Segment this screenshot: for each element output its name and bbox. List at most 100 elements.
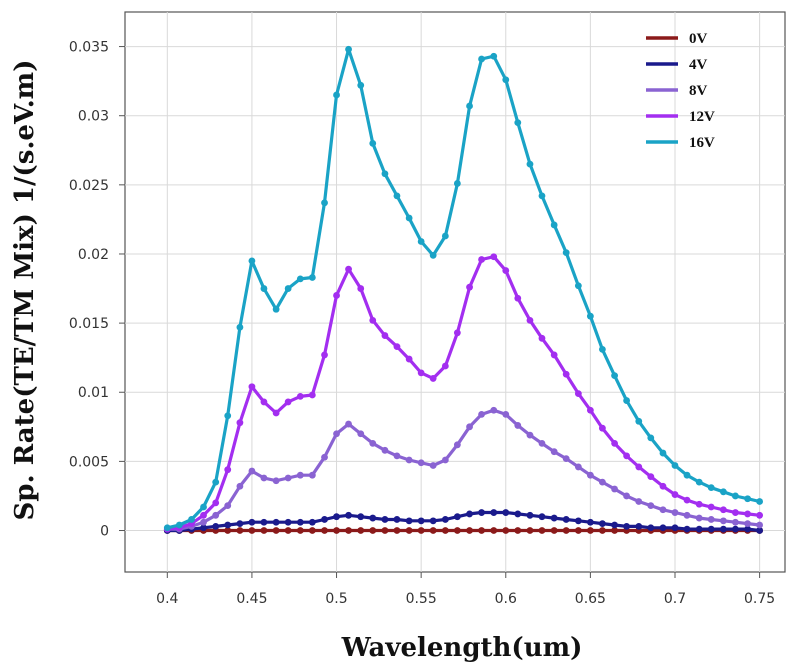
data-point-4v bbox=[260, 518, 268, 526]
data-point-12v bbox=[393, 343, 401, 351]
data-point-12v bbox=[345, 265, 352, 273]
data-point-12v bbox=[611, 440, 618, 447]
y-axis-title: Sp. Rate(TE/TM Mix) 1/(s.eV.m) bbox=[10, 60, 40, 521]
x-tick-label: 0.65 bbox=[575, 591, 606, 607]
data-point-0v bbox=[381, 527, 389, 534]
data-point-4v bbox=[683, 525, 691, 533]
data-point-4v bbox=[562, 516, 570, 523]
data-point-0v bbox=[333, 527, 340, 534]
data-point-12v bbox=[683, 496, 691, 504]
data-point-4v bbox=[659, 524, 667, 532]
data-point-0v bbox=[466, 527, 473, 534]
data-point-12v bbox=[707, 503, 715, 511]
data-point-0v bbox=[514, 527, 522, 534]
data-point-4v bbox=[514, 510, 522, 518]
data-point-16v bbox=[405, 214, 413, 222]
x-tick-label: 0.7 bbox=[664, 591, 686, 607]
data-point-16v bbox=[321, 199, 328, 207]
data-point-16v bbox=[732, 492, 739, 500]
data-point-16v bbox=[369, 139, 377, 147]
data-point-4v bbox=[284, 518, 292, 526]
data-point-4v bbox=[357, 513, 365, 521]
y-tick-label: 0.035 bbox=[69, 40, 109, 56]
data-point-16v bbox=[296, 275, 304, 283]
data-point-16v bbox=[720, 488, 727, 496]
data-point-16v bbox=[659, 449, 667, 457]
data-point-16v bbox=[417, 238, 425, 245]
data-point-8v bbox=[732, 518, 739, 526]
data-point-16v bbox=[272, 305, 280, 313]
data-point-4v bbox=[671, 524, 679, 532]
data-point-8v bbox=[490, 406, 498, 414]
data-point-4v bbox=[453, 513, 461, 521]
data-point-16v bbox=[453, 180, 461, 187]
y-axis-ticks: 0 0.005 0.01 0.015 0.02 0.025 0.03 0.035 bbox=[69, 40, 125, 540]
data-point-4v bbox=[586, 518, 594, 526]
data-point-4v bbox=[236, 520, 244, 528]
data-point-8v bbox=[611, 485, 618, 493]
data-point-8v bbox=[550, 448, 558, 456]
data-point-12v bbox=[369, 316, 377, 324]
data-point-8v bbox=[695, 514, 703, 522]
data-point-0v bbox=[224, 527, 232, 534]
data-point-8v bbox=[466, 423, 473, 431]
data-point-12v bbox=[308, 391, 316, 399]
data-point-16v bbox=[478, 55, 485, 63]
data-point-16v bbox=[200, 503, 207, 511]
data-point-0v bbox=[562, 527, 570, 534]
data-point-12v bbox=[284, 398, 292, 406]
data-point-16v bbox=[647, 434, 655, 442]
data-point-8v bbox=[333, 430, 340, 438]
data-point-4v bbox=[248, 518, 256, 526]
data-point-4v bbox=[611, 521, 618, 529]
data-point-16v bbox=[441, 232, 449, 240]
data-point-4v bbox=[417, 517, 425, 525]
data-point-4v bbox=[490, 509, 498, 516]
data-point-8v bbox=[599, 478, 606, 486]
data-point-12v bbox=[260, 398, 268, 406]
data-point-12v bbox=[333, 292, 340, 299]
data-point-16v bbox=[381, 170, 389, 178]
data-point-8v bbox=[393, 452, 401, 460]
data-point-4v bbox=[538, 513, 546, 521]
data-point-4v bbox=[405, 517, 413, 525]
data-point-16v bbox=[333, 91, 340, 99]
data-point-12v bbox=[756, 511, 764, 519]
data-point-0v bbox=[574, 527, 582, 534]
data-point-12v bbox=[514, 294, 522, 302]
x-axis-ticks: 0.4 0.45 0.5 0.55 0.6 0.65 0.7 0.75 bbox=[156, 572, 775, 607]
data-point-12v bbox=[586, 406, 594, 414]
data-point-16v bbox=[574, 282, 582, 290]
data-point-16v bbox=[345, 45, 352, 53]
data-point-8v bbox=[720, 517, 727, 525]
data-point-4v bbox=[345, 511, 352, 519]
data-point-4v bbox=[272, 518, 280, 526]
data-point-8v bbox=[345, 420, 352, 428]
data-point-12v bbox=[550, 351, 558, 359]
data-point-12v bbox=[357, 285, 365, 292]
data-point-8v bbox=[671, 509, 679, 516]
data-point-8v bbox=[357, 430, 365, 438]
data-point-0v bbox=[586, 527, 594, 534]
data-point-16v bbox=[163, 524, 171, 532]
data-point-8v bbox=[562, 455, 570, 463]
data-point-0v bbox=[441, 527, 449, 534]
data-point-16v bbox=[623, 397, 630, 404]
plot-area bbox=[124, 11, 786, 573]
data-point-12v bbox=[248, 383, 256, 391]
data-point-8v bbox=[260, 474, 268, 482]
data-point-12v bbox=[659, 482, 667, 490]
data-point-0v bbox=[599, 527, 606, 534]
x-tick-label: 0.4 bbox=[156, 591, 178, 607]
x-tick-label: 0.55 bbox=[406, 591, 437, 607]
data-point-12v bbox=[744, 510, 751, 518]
data-point-12v bbox=[200, 511, 207, 519]
data-point-16v bbox=[550, 221, 558, 229]
y-tick-label: 0.01 bbox=[78, 385, 109, 401]
data-point-16v bbox=[212, 478, 220, 486]
data-point-16v bbox=[562, 249, 570, 256]
data-point-8v bbox=[453, 441, 461, 449]
data-point-16v bbox=[599, 345, 606, 353]
data-point-0v bbox=[357, 527, 365, 534]
